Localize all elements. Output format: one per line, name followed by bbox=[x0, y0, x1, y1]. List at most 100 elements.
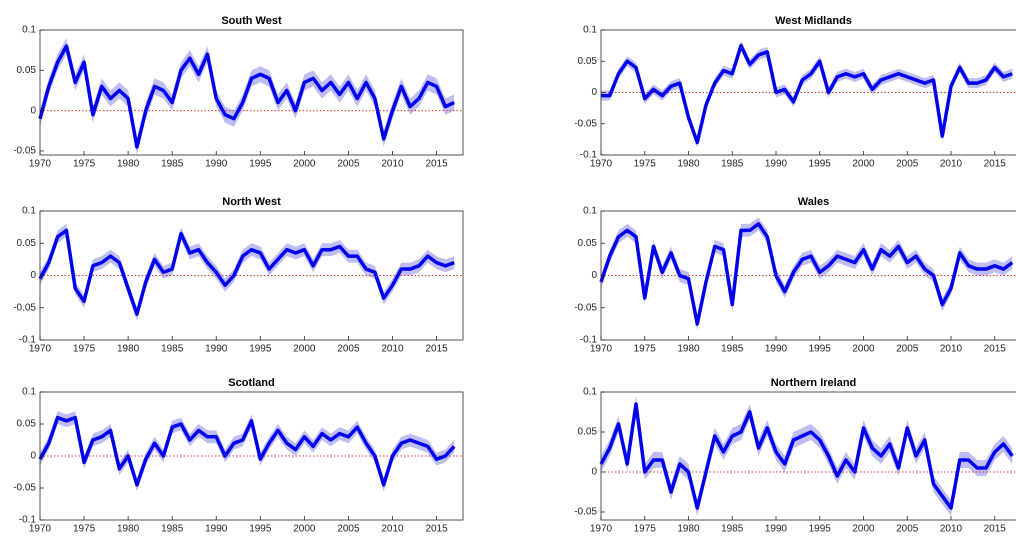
panel-title: Wales bbox=[798, 196, 829, 208]
x-tick-label: 2005 bbox=[896, 159, 919, 170]
y-tick-label: 0.1 bbox=[583, 25, 597, 36]
y-tick-label: -0.05 bbox=[574, 507, 597, 518]
y-tick-label: 0.1 bbox=[22, 25, 36, 36]
x-tick-label: 1980 bbox=[677, 524, 700, 535]
x-tick-label: 1980 bbox=[677, 159, 700, 170]
x-tick-label: 1975 bbox=[73, 159, 96, 170]
y-tick-label: -0.05 bbox=[13, 302, 36, 313]
x-tick-label: 1975 bbox=[634, 524, 657, 535]
x-tick-label: 1985 bbox=[161, 524, 184, 535]
y-tick-label: 0 bbox=[30, 270, 36, 281]
x-tick-label: 1995 bbox=[809, 159, 832, 170]
x-tick-label: 1990 bbox=[765, 524, 788, 535]
x-tick-label: 1980 bbox=[117, 344, 140, 355]
y-tick-label: -0.05 bbox=[13, 146, 36, 157]
panel: Wales -0.1 -0.05 0 0.05 0.1 1970 1975 1980 1985 19… bbox=[574, 196, 1016, 355]
x-tick-label: 2005 bbox=[337, 344, 360, 355]
y-tick-label: -0.1 bbox=[19, 515, 37, 526]
y-tick-label: 0 bbox=[591, 467, 597, 478]
x-tick-label: 2000 bbox=[852, 159, 875, 170]
x-tick-label: 2000 bbox=[293, 159, 316, 170]
y-tick-label: 0 bbox=[591, 270, 597, 281]
x-tick-label: 2010 bbox=[940, 344, 963, 355]
x-tick-label: 1995 bbox=[809, 344, 832, 355]
x-tick-label: 2000 bbox=[293, 344, 316, 355]
y-tick-label: 0.1 bbox=[22, 387, 36, 398]
y-tick-label: 0.05 bbox=[578, 238, 598, 249]
x-tick-label: 1980 bbox=[677, 344, 700, 355]
x-tick-label: 1970 bbox=[590, 344, 613, 355]
y-tick-label: -0.05 bbox=[13, 483, 36, 494]
axes-box bbox=[39, 29, 464, 156]
x-tick-label: 1990 bbox=[765, 159, 788, 170]
series-line bbox=[601, 43, 1013, 145]
x-tick-label: 1990 bbox=[205, 524, 228, 535]
x-tick-label: 1985 bbox=[721, 344, 744, 355]
series-line bbox=[38, 415, 456, 487]
series-line bbox=[599, 402, 1014, 510]
x-tick-label: 2015 bbox=[425, 344, 448, 355]
x-tick-label: 2010 bbox=[940, 524, 963, 535]
x-tick-label: 2015 bbox=[425, 524, 448, 535]
panel-title: West Midlands bbox=[775, 15, 852, 27]
panel-title: South West bbox=[221, 15, 282, 27]
x-tick-label: 2015 bbox=[984, 159, 1007, 170]
y-tick-label: -0.1 bbox=[580, 150, 598, 161]
y-tick-label: 0.1 bbox=[22, 206, 36, 217]
panel: West Midlands -0.1 -0.05 0 0.05 0.1 1970 1975 19… bbox=[574, 15, 1016, 170]
x-tick-label: 1995 bbox=[809, 524, 832, 535]
x-tick-label: 2000 bbox=[852, 344, 875, 355]
x-tick-label: 2000 bbox=[293, 524, 316, 535]
x-tick-label: 1985 bbox=[721, 159, 744, 170]
x-tick-label: 1980 bbox=[117, 524, 140, 535]
series-line bbox=[38, 228, 455, 316]
x-tick-label: 1970 bbox=[590, 524, 613, 535]
x-tick-label: 1975 bbox=[73, 344, 96, 355]
x-tick-label: 1970 bbox=[29, 344, 52, 355]
x-tick-label: 1980 bbox=[117, 159, 140, 170]
panel: North West -0.1 -0.05 0 0.05 0.1 1970 1975 1980 1… bbox=[13, 196, 464, 355]
y-tick-label: 0.05 bbox=[17, 65, 37, 76]
x-tick-label: 2005 bbox=[896, 344, 919, 355]
y-tick-label: -0.1 bbox=[19, 335, 37, 346]
x-tick-label: 2015 bbox=[425, 159, 448, 170]
x-tick-label: 1985 bbox=[721, 524, 744, 535]
x-tick-label: 1975 bbox=[634, 344, 657, 355]
panel-title: Scotland bbox=[228, 377, 274, 389]
axes-box bbox=[600, 391, 1016, 521]
x-tick-label: 1985 bbox=[161, 344, 184, 355]
x-tick-label: 2015 bbox=[984, 524, 1007, 535]
x-tick-label: 1990 bbox=[205, 159, 228, 170]
x-tick-label: 1990 bbox=[765, 344, 788, 355]
x-tick-label: 1995 bbox=[249, 524, 272, 535]
y-tick-label: -0.05 bbox=[574, 302, 597, 313]
x-tick-label: 1990 bbox=[205, 344, 228, 355]
confidence-band bbox=[40, 223, 455, 321]
y-tick-label: 0.05 bbox=[578, 427, 598, 438]
x-tick-label: 2015 bbox=[984, 344, 1007, 355]
y-tick-label: -0.1 bbox=[580, 335, 598, 346]
confidence-band bbox=[601, 396, 1013, 516]
confidence-band bbox=[40, 411, 455, 492]
y-tick-label: 0.1 bbox=[583, 206, 597, 217]
y-tick-label: 0 bbox=[30, 105, 36, 116]
x-tick-label: 2000 bbox=[852, 524, 875, 535]
panel-title: Northern Ireland bbox=[771, 377, 857, 389]
x-tick-label: 2005 bbox=[337, 524, 360, 535]
y-tick-label: 0.05 bbox=[17, 238, 37, 249]
x-tick-label: 1995 bbox=[249, 344, 272, 355]
x-tick-label: 1975 bbox=[634, 159, 657, 170]
x-tick-label: 2010 bbox=[940, 159, 963, 170]
y-tick-label: 0 bbox=[591, 87, 597, 98]
y-tick-label: -0.05 bbox=[574, 118, 597, 129]
x-tick-label: 2010 bbox=[381, 159, 404, 170]
x-tick-label: 2010 bbox=[381, 344, 404, 355]
x-tick-label: 1970 bbox=[29, 159, 52, 170]
x-tick-label: 1985 bbox=[161, 159, 184, 170]
series-line bbox=[599, 222, 1014, 326]
panel-title: North West bbox=[222, 196, 281, 208]
x-tick-label: 1995 bbox=[249, 159, 272, 170]
x-tick-label: 2005 bbox=[337, 159, 360, 170]
y-tick-label: 0.1 bbox=[583, 387, 597, 398]
